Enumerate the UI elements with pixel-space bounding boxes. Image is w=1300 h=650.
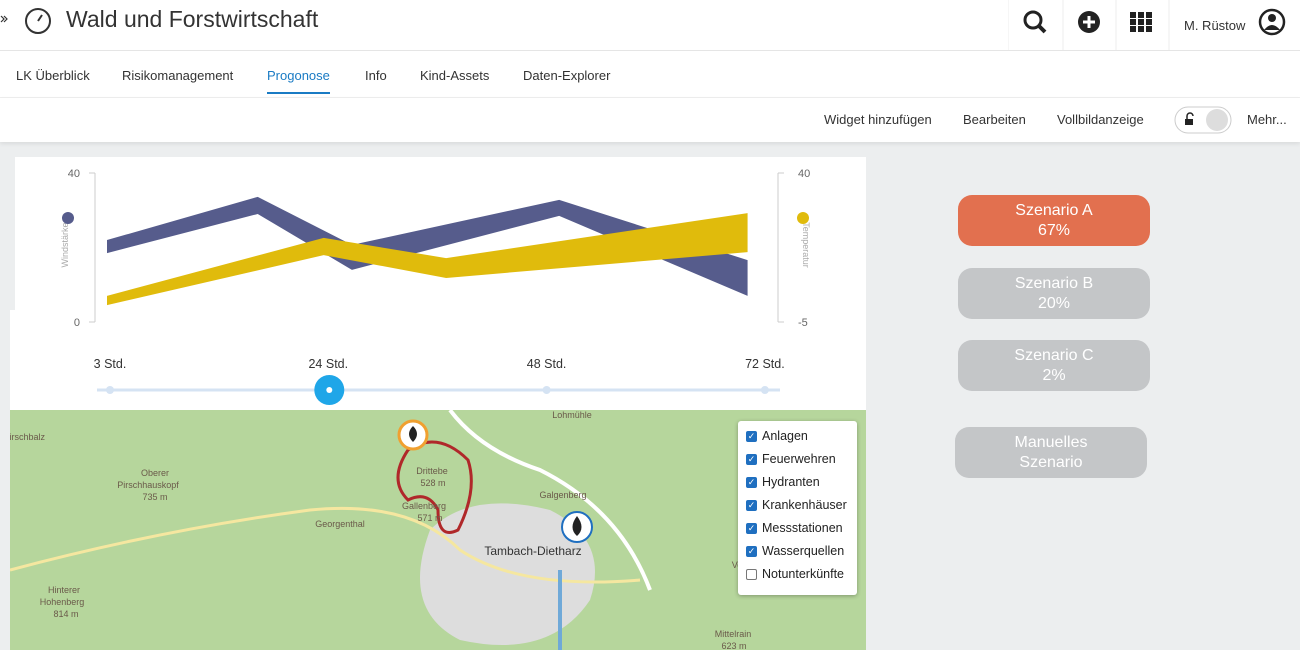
layer-label: Notunterkünfte: [762, 567, 844, 581]
layer-label: Krankenhäuser: [762, 498, 847, 512]
layer-panel: ✓ Anlagen ✓ Feuerwehren ✓ Hydranten ✓ Krankenhä…: [738, 421, 857, 595]
layer-label: Hydranten: [762, 475, 820, 489]
tab-label: Kind-Assets: [420, 68, 490, 83]
scenario-percent: 2%: [1042, 367, 1066, 384]
tab[interactable]: LK Überblick: [16, 68, 90, 83]
tab-label: Progonose: [267, 68, 330, 83]
place-label: Tambach-Dietharz: [484, 544, 581, 558]
map[interactable]: Lohmühle Hirschbalz Oberer Pirschhauskopf 73…: [10, 410, 866, 650]
place-label: Drittebe: [416, 466, 448, 476]
place-label: Oberer: [141, 468, 169, 478]
lock-toggle[interactable]: [1174, 106, 1234, 136]
layer-option[interactable]: ✓ Hydranten: [746, 475, 820, 489]
user-name[interactable]: M. Rüstow: [1184, 18, 1246, 33]
scenario-percent: 20%: [1037, 295, 1071, 312]
place-label: 814 m: [53, 609, 78, 619]
toolbar-button[interactable]: Bearbeiten: [963, 112, 1026, 127]
scenario-button[interactable]: Manuelles Szenario: [955, 427, 1147, 478]
checkbox: [746, 568, 757, 580]
y-tick-label: 0: [74, 317, 80, 329]
layer-option[interactable]: ✓ Feuerwehren: [746, 452, 836, 466]
tab-label: LK Überblick: [16, 68, 90, 83]
slider-label: 3 Std.: [94, 357, 127, 371]
scenario-percent: Szenario: [1019, 454, 1083, 471]
checkbox: ✓: [746, 430, 757, 442]
tab-label: Daten-Explorer: [523, 68, 611, 83]
y2-tick-label: 40: [798, 168, 810, 180]
layer-option[interactable]: ✓ Wasserquellen: [746, 544, 844, 558]
place-label: 735 m: [142, 492, 167, 502]
checkbox: ✓: [746, 476, 757, 488]
scenario-button[interactable]: Szenario A 67%: [958, 195, 1150, 246]
scenario-name: Szenario A: [1015, 202, 1093, 219]
checkbox: ✓: [746, 499, 757, 511]
slider-label: 24 Std.: [308, 357, 348, 371]
place-label: Galgenberg: [539, 490, 586, 500]
y2-axis-title: Temperatur: [801, 222, 811, 268]
y-axis-title: Windstärke: [60, 222, 70, 267]
y-tick-label: 40: [68, 168, 80, 180]
scenario-name: Szenario C: [1014, 347, 1094, 364]
place-label: 571 m: [417, 513, 442, 523]
forecast-chart: 0 40 -5 40 Windstärke Temperatur 3 Std. 24 Std.…: [60, 168, 811, 405]
tab-label: Info: [365, 68, 387, 83]
toolbar-button[interactable]: Mehr...: [1247, 112, 1287, 127]
place-label: Lohmühle: [552, 410, 592, 420]
toolbar: Widget hinzufügen Bearbeiten Vollbildanzei…: [0, 98, 1300, 142]
place-label: Hirschbalz: [10, 432, 46, 442]
slider-stop[interactable]: [106, 386, 114, 394]
scenario-button[interactable]: Szenario B 20%: [958, 268, 1150, 319]
layer-label: Wasserquellen: [762, 544, 845, 558]
slider-label: 48 Std.: [527, 357, 567, 371]
header-actions[interactable]: [1008, 0, 1300, 50]
tab-bar: LK Überblick Risikomanagement Progonose Inf…: [0, 51, 1300, 98]
header: Wald und Forstwirtschaft M. Rüstow: [0, 0, 1300, 51]
header-icons: [0, 8, 51, 34]
series-marker: [62, 212, 74, 224]
slider-label: 72 Std.: [745, 357, 785, 371]
slider-panel: [10, 310, 866, 410]
band: [107, 196, 748, 296]
tab[interactable]: Kind-Assets: [420, 68, 489, 83]
scenario-name: Szenario B: [1014, 275, 1094, 292]
series-marker: [797, 212, 809, 224]
tab[interactable]: Risikomanagement: [122, 68, 233, 83]
layer-option[interactable]: Notunterkünfte: [746, 567, 844, 581]
layer-label: Feuerwehren: [762, 452, 836, 466]
tab[interactable]: Daten-Explorer: [523, 68, 610, 83]
tab[interactable]: Progonose: [267, 68, 330, 94]
tab[interactable]: Info: [365, 68, 387, 83]
y2-tick-label: -5: [798, 317, 808, 329]
place-label: Mittelrain: [715, 629, 752, 639]
layer-label: Anlagen: [762, 429, 808, 443]
place-label: Pirschhauskopf: [117, 480, 179, 490]
band: [107, 213, 748, 306]
layer-label: Messstationen: [762, 521, 843, 535]
checkbox: ✓: [746, 522, 757, 534]
toolbar-button[interactable]: Vollbildanzeige: [1057, 112, 1144, 127]
tab-label: Risikomanagement: [122, 68, 234, 83]
slider-knob-dot: [326, 387, 333, 393]
scenario-percent: 67%: [1037, 222, 1071, 239]
slider-stop[interactable]: [542, 386, 551, 394]
checkbox: ✓: [746, 545, 757, 557]
layer-option[interactable]: ✓ Anlagen: [746, 429, 808, 443]
checkbox: ✓: [746, 453, 757, 465]
map-base: Lohmühle Hirschbalz Oberer Pirschhauskopf 73…: [10, 410, 866, 650]
place-label: Gallenberg: [402, 501, 446, 511]
place-label: 623 m: [721, 641, 746, 650]
scenario-name: Manuelles: [1014, 434, 1088, 451]
place-label: Georgenthal: [315, 519, 365, 529]
place-label: Hinterer: [48, 585, 80, 595]
place-label: 528 m: [420, 478, 445, 488]
scenario-button[interactable]: Szenario C 2%: [958, 340, 1150, 391]
layer-option[interactable]: ✓ Krankenhäuser: [746, 498, 847, 512]
slider-stop[interactable]: [760, 386, 769, 394]
app-title: Wald und Forstwirtschaft: [66, 6, 319, 32]
layer-option[interactable]: ✓ Messstationen: [746, 521, 843, 535]
place-label: Hohenberg: [40, 597, 85, 607]
toolbar-button[interactable]: Widget hinzufügen: [824, 112, 932, 127]
